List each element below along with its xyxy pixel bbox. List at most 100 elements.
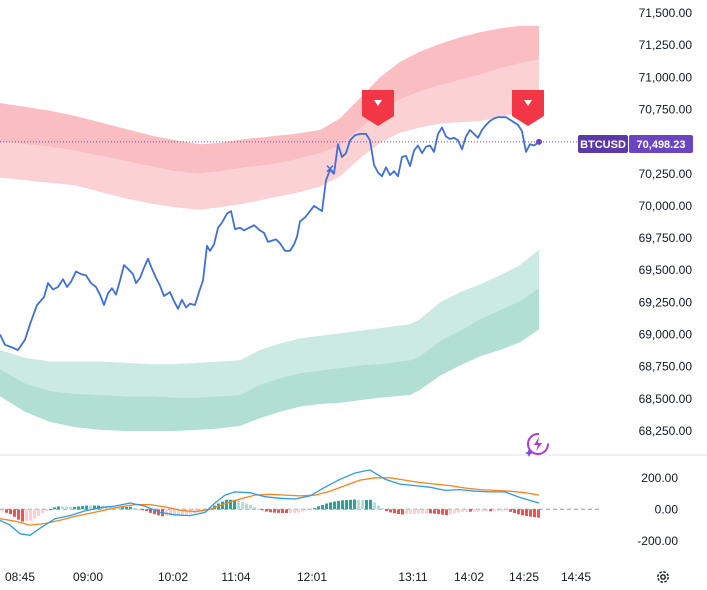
price-tick-label: 69,000.00 bbox=[639, 328, 693, 342]
spark-icon[interactable] bbox=[525, 433, 549, 457]
macd-histogram-bar bbox=[229, 499, 232, 510]
last-price-badge: BTCUSD 70,498.23 bbox=[578, 135, 693, 153]
macd-histogram-bar bbox=[81, 505, 84, 510]
macd-histogram-bar bbox=[49, 509, 52, 511]
macd-histogram-bar bbox=[73, 506, 76, 510]
lower-band-outer bbox=[0, 288, 539, 431]
macd-histogram-bar bbox=[281, 509, 284, 514]
macd-histogram-bar bbox=[441, 509, 444, 515]
macd-histogram-bar bbox=[165, 509, 168, 517]
macd-histogram-bar bbox=[153, 509, 156, 515]
macd-histogram-bar bbox=[397, 509, 400, 514]
macd-histogram-bar bbox=[449, 509, 452, 515]
macd-histogram-bar bbox=[497, 509, 500, 511]
price-tick-label: 68,500.00 bbox=[639, 392, 693, 406]
time-tick-label: 13:11 bbox=[398, 570, 427, 584]
macd-histogram-bar bbox=[265, 509, 268, 512]
price-tick-label: 71,500.00 bbox=[639, 6, 693, 20]
upper-band-outer bbox=[0, 25, 539, 174]
time-tick-label: 11:04 bbox=[221, 570, 250, 584]
lower-band-inner bbox=[0, 249, 539, 398]
macd-histogram-bar bbox=[417, 509, 420, 514]
macd-histogram-bar bbox=[321, 504, 324, 510]
macd-histogram-bar bbox=[1, 509, 4, 512]
macd-histogram-bar bbox=[329, 502, 332, 510]
macd-histogram-bar bbox=[233, 499, 236, 510]
macd-histogram-bar bbox=[185, 509, 188, 515]
price-axis[interactable]: 71,500.0071,250.0071,000.0070,750.0070,5… bbox=[637, 6, 692, 548]
price-tick-label: 70,750.00 bbox=[639, 102, 693, 116]
price-tick-label: 70,000.00 bbox=[639, 199, 693, 213]
macd-histogram-bar bbox=[305, 509, 308, 511]
macd-histogram-bar bbox=[505, 509, 508, 511]
macd-histogram-bar bbox=[465, 509, 468, 512]
symbol-badge bbox=[578, 135, 628, 153]
macd-histogram-bar bbox=[369, 499, 372, 510]
macd-tick-label: -200.00 bbox=[637, 534, 678, 548]
macd-histogram-bar bbox=[473, 509, 476, 512]
macd-histogram-bar bbox=[377, 505, 380, 510]
time-tick-label: 10:02 bbox=[158, 570, 188, 584]
macd-histogram-bar bbox=[121, 507, 124, 510]
macd-histogram-bar bbox=[93, 505, 96, 510]
time-axis[interactable]: 08:45 09:00 10:02 11:04 12:01 13:11 14:02 14:25… bbox=[5, 570, 591, 584]
macd-histogram-bar bbox=[401, 509, 404, 515]
macd-histogram-bar bbox=[389, 509, 392, 513]
macd-histogram-bar bbox=[521, 509, 524, 516]
macd-histogram-bar bbox=[237, 500, 240, 510]
macd-histogram-bar bbox=[457, 509, 460, 513]
macd-histogram-bar bbox=[309, 509, 312, 511]
macd-histogram-bar bbox=[13, 509, 16, 517]
macd-histogram-bar bbox=[141, 509, 144, 511]
price-series bbox=[0, 116, 542, 351]
macd-histogram-bar bbox=[529, 509, 532, 517]
macd-histogram-bar bbox=[77, 506, 80, 510]
macd-histogram-bar bbox=[365, 500, 368, 510]
time-tick-label: 14:25 bbox=[509, 570, 539, 584]
last-price-label: 70,498.23 bbox=[637, 139, 686, 151]
macd-histogram-bar bbox=[249, 504, 252, 510]
macd-histogram-bar bbox=[481, 509, 484, 512]
macd-histogram-bar bbox=[385, 509, 388, 512]
macd-histogram-bar bbox=[225, 499, 228, 510]
macd-histogram-bar bbox=[133, 507, 136, 510]
macd-histogram-bar bbox=[461, 509, 464, 512]
macd-histogram-bar bbox=[293, 509, 296, 514]
macd-histogram-bar bbox=[241, 502, 244, 510]
macd-histogram-bar bbox=[409, 509, 412, 514]
macd-histogram-bar bbox=[57, 506, 60, 510]
macd-histogram-bar bbox=[181, 509, 184, 515]
macd-histogram-bar bbox=[493, 509, 496, 512]
settings-gear-icon[interactable] bbox=[652, 566, 674, 588]
macd-histogram-bar bbox=[413, 509, 416, 514]
macd-histogram-bar bbox=[29, 509, 32, 521]
price-tick-label: 69,750.00 bbox=[639, 231, 693, 245]
macd-tick-label: 0.00 bbox=[655, 502, 679, 516]
macd-histogram-bar bbox=[489, 509, 492, 512]
macd-tick-label: 200.00 bbox=[641, 471, 678, 485]
sell-arrow-icon bbox=[524, 100, 532, 106]
macd-histogram-bar bbox=[373, 502, 376, 510]
price-badge bbox=[629, 135, 693, 153]
macd-histogram-bar bbox=[85, 505, 88, 510]
macd-histogram-bar bbox=[485, 509, 488, 512]
macd-signal-line bbox=[0, 477, 540, 526]
macd-histogram-bar bbox=[433, 509, 436, 514]
last-price-dot bbox=[536, 138, 542, 145]
time-tick-label: 08:45 bbox=[5, 570, 35, 584]
macd-histogram-bar bbox=[105, 506, 108, 510]
macd-histogram-bar bbox=[25, 509, 28, 522]
macd-histogram-bar bbox=[177, 509, 180, 516]
macd-histogram-bar bbox=[525, 509, 528, 517]
macd-histogram-bar bbox=[169, 509, 172, 516]
upper-band-inner bbox=[0, 59, 539, 210]
macd-histogram-bar bbox=[117, 507, 120, 510]
macd-histogram-bar bbox=[333, 501, 336, 510]
price-tick-label: 69,250.00 bbox=[639, 295, 693, 309]
macd-histogram-bar bbox=[381, 508, 384, 510]
macd-histogram-bar bbox=[89, 505, 92, 510]
macd-histogram-bar bbox=[45, 509, 48, 512]
macd-histogram-bar bbox=[501, 509, 504, 511]
sell-signal-flag bbox=[362, 90, 394, 126]
